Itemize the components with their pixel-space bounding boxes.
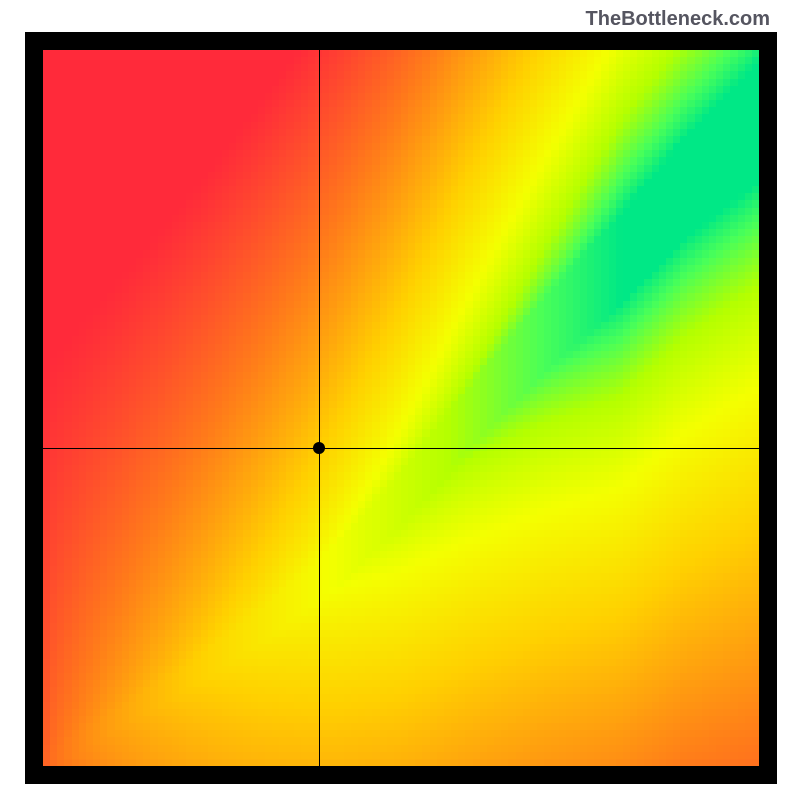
- crosshair-vertical: [319, 50, 320, 766]
- crosshair-horizontal: [43, 448, 759, 449]
- chart-container: TheBottleneck.com: [0, 0, 800, 800]
- watermark-label: TheBottleneck.com: [586, 8, 770, 31]
- heatmap-grid: [43, 50, 759, 766]
- heatmap-plot: [43, 50, 759, 766]
- selection-marker: [313, 442, 325, 454]
